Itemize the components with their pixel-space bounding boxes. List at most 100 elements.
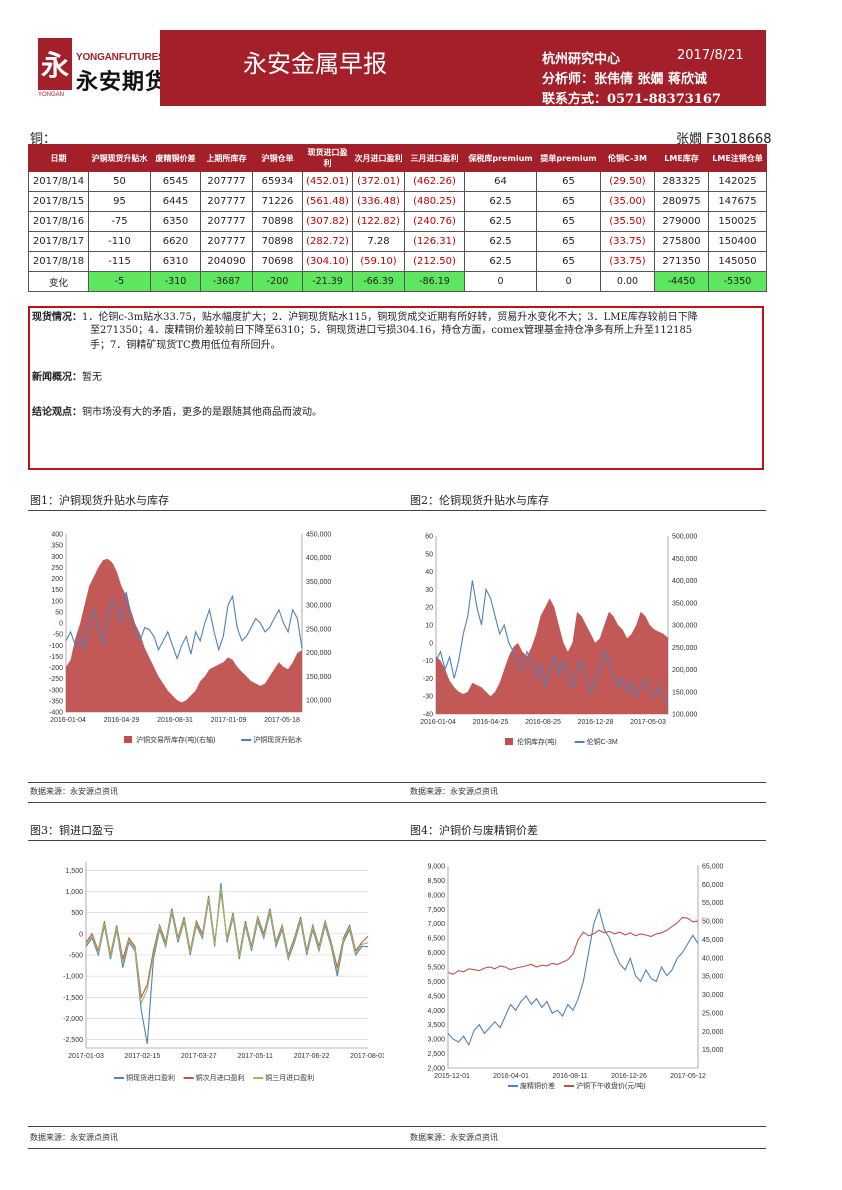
table-cell: 6445 <box>150 191 201 212</box>
y-tick-label: 250 <box>51 565 63 572</box>
table-cell: (282.72) <box>302 231 353 252</box>
table-cell: 62.5 <box>464 211 537 232</box>
y-tick-label: 20 <box>425 605 433 612</box>
y-tick-label: 6,000 <box>427 950 445 957</box>
divider <box>28 510 766 511</box>
table-row: 2017/8/16 -75 6350 207777 70898 (307.82) (122.… <box>28 211 767 232</box>
y-right-tick-label: 35,000 <box>702 974 724 981</box>
series-line-1 <box>447 916 699 975</box>
company-logo-icon: 永 <box>38 38 72 90</box>
table-row: 2017/8/15 95 6445 207777 71226 (561.48) (336.4… <box>28 191 767 212</box>
table-cell: 207777 <box>200 211 253 232</box>
y-right-tick-label: 450,000 <box>672 556 697 563</box>
y-tick-label: 4,500 <box>427 993 445 1000</box>
y-tick-label: 7,000 <box>427 921 445 928</box>
department: 杭州研究中心 <box>542 52 621 67</box>
y-right-tick-label: 100,000 <box>672 712 697 719</box>
table-cell: 0.00 <box>600 271 655 292</box>
table-cell: 6350 <box>150 211 201 232</box>
y-right-tick-label: 100,000 <box>306 698 331 705</box>
table-cell: 70898 <box>252 211 303 232</box>
table-header-cell: 现货进口盈利 <box>302 144 353 172</box>
table-cell: 0 <box>464 271 537 292</box>
divider <box>28 782 766 783</box>
section-label: 铜： <box>30 132 57 147</box>
y-tick-label: 7,500 <box>427 907 445 914</box>
legend-swatch <box>505 738 513 745</box>
series-line-0 <box>85 883 369 1044</box>
table-row: 2017/8/18 -115 6310 204090 70698 (304.10) (59.… <box>28 251 767 272</box>
x-tick-label: 2017-05-11 <box>238 1053 273 1060</box>
legend-label: 铜现货进口盈利 <box>126 1073 175 1082</box>
y-tick-label: 2,500 <box>427 1051 445 1058</box>
table-cell: 65 <box>536 211 601 232</box>
news-label: 新闻概况： <box>32 372 82 383</box>
y-right-tick-label: 25,000 <box>702 1010 724 1017</box>
x-tick-label: 2017-01-03 <box>68 1053 104 1060</box>
logo-small-text: YONGAN <box>38 92 65 98</box>
y-right-tick-label: 250,000 <box>306 626 331 633</box>
table-cell: (372.01) <box>352 171 405 192</box>
y-tick-label: -1,500 <box>63 995 83 1002</box>
x-tick-label: 2016-12-28 <box>578 719 614 726</box>
table-cell: 62.5 <box>464 191 537 212</box>
y-tick-label: 40 <box>425 569 433 576</box>
y-tick-label: -1,000 <box>63 974 83 981</box>
series-line-1 <box>65 591 303 661</box>
x-tick-label: 2016-08-31 <box>157 717 193 724</box>
y-tick-label: 350 <box>51 543 63 550</box>
y-tick-label: -500 <box>69 953 83 960</box>
table-cell: (122.82) <box>352 211 405 232</box>
table-header-cell: 沪铜现货升贴水 <box>88 144 151 172</box>
y-tick-label: 0 <box>79 931 83 938</box>
x-tick-label: 2016-01-04 <box>50 717 86 724</box>
x-tick-label: 2015-12-01 <box>434 1073 470 1080</box>
y-tick-label: 3,500 <box>427 1022 445 1029</box>
news-text: 暂无 <box>82 372 102 383</box>
legend-label: 废精铜价差 <box>520 1081 555 1090</box>
y-tick-label: 2,000 <box>427 1066 445 1073</box>
y-right-tick-label: 400,000 <box>306 555 331 562</box>
status-line2: 至271350；4．废精铜价差较前日下降至6310；5．铜现货进口亏损304.1… <box>90 325 693 336</box>
table-cell: (561.48) <box>302 191 353 212</box>
table-cell: -4450 <box>654 271 709 292</box>
y-tick-label: -2,000 <box>63 1016 83 1023</box>
legend-label: 沪铜交易所库存(吨)(右轴) <box>136 735 215 744</box>
series-line-0 <box>447 907 699 1047</box>
fig2-title: 图2：伦铜现货升贴水与库存 <box>410 494 549 507</box>
table-cell: (29.50) <box>600 171 655 192</box>
table-cell: 6620 <box>150 231 201 252</box>
table-header-cell: 日期 <box>28 144 89 172</box>
table-cell: 65934 <box>252 171 303 192</box>
table-cell: 142025 <box>708 171 767 192</box>
y-tick-label: -400 <box>49 710 63 717</box>
table-cell: (33.75) <box>600 231 655 252</box>
x-tick-label: 2017-03-27 <box>181 1053 217 1060</box>
y-tick-label: -10 <box>423 658 433 665</box>
table-cell: 65 <box>536 171 601 192</box>
table-cell: 50 <box>88 171 151 192</box>
x-tick-label: 2017-08-01 <box>350 1053 384 1060</box>
y-right-tick-label: 250,000 <box>672 645 697 652</box>
y-tick-label: -20 <box>423 676 433 683</box>
y-right-tick-label: 400,000 <box>672 578 697 585</box>
table-cell: 2017/8/15 <box>28 191 89 212</box>
legend-label: 铜三月进口盈利 <box>265 1073 314 1082</box>
y-right-tick-label: 65,000 <box>702 864 724 871</box>
series-area-0 <box>436 598 668 714</box>
y-tick-label: 0 <box>429 640 433 647</box>
table-cell: 65 <box>536 251 601 272</box>
table-cell: 271350 <box>654 251 709 272</box>
table-cell: 7.28 <box>352 231 405 252</box>
y-tick-label: 200 <box>51 576 63 583</box>
y-tick-label: 5,000 <box>427 979 445 986</box>
table-cell: 207777 <box>200 191 253 212</box>
table-cell: 150025 <box>708 211 767 232</box>
y-tick-label: -200 <box>49 665 63 672</box>
x-tick-label: 2017-02-15 <box>124 1053 160 1060</box>
table-cell: (212.50) <box>404 251 465 272</box>
legend-label: 铜次月进口盈利 <box>196 1073 245 1082</box>
divider <box>28 1148 766 1149</box>
table-cell: 150400 <box>708 231 767 252</box>
table-cell: 65 <box>536 191 601 212</box>
